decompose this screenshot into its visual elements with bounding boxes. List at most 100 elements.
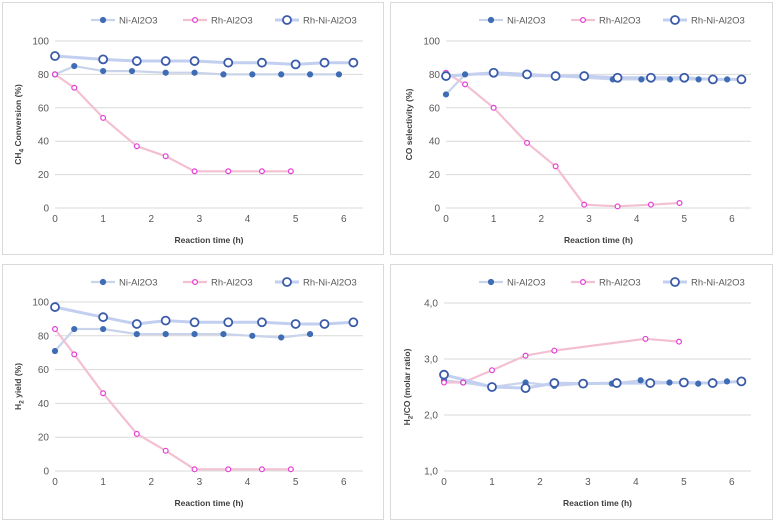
data-point bbox=[51, 326, 58, 333]
y-tick-label: 3,0 bbox=[424, 355, 438, 366]
data-point bbox=[162, 69, 169, 76]
x-tick-label: 2 bbox=[539, 214, 545, 225]
x-tick-label: 4 bbox=[634, 214, 640, 225]
y-tick-label: 2,0 bbox=[424, 411, 438, 422]
data-point bbox=[581, 201, 588, 208]
y-axis-title: CH4 Conversion (%) bbox=[13, 84, 26, 165]
legend-entry: Rh-Ni-Al2O3 bbox=[275, 15, 357, 27]
data-point bbox=[736, 376, 747, 387]
data-point bbox=[133, 430, 140, 437]
legend-label: Rh-Al2O3 bbox=[599, 278, 641, 289]
legend-marker bbox=[99, 16, 107, 24]
y-tick-label: 100 bbox=[423, 37, 440, 48]
data-point bbox=[441, 71, 451, 81]
y-tick-label: 40 bbox=[38, 137, 50, 148]
x-tick-label: 0 bbox=[52, 477, 58, 488]
series-line bbox=[54, 54, 354, 66]
data-point bbox=[131, 319, 142, 329]
x-tick-label: 4 bbox=[245, 477, 251, 488]
data-point bbox=[348, 317, 359, 328]
data-point bbox=[278, 334, 285, 341]
data-point bbox=[257, 317, 267, 328]
data-point bbox=[162, 153, 169, 160]
data-point bbox=[162, 447, 169, 454]
series-line bbox=[54, 328, 291, 471]
x-tick-label: 5 bbox=[681, 477, 687, 488]
data-point bbox=[249, 71, 256, 78]
data-point bbox=[225, 168, 232, 175]
data-point bbox=[488, 67, 499, 78]
data-point bbox=[191, 69, 198, 76]
data-point bbox=[220, 331, 227, 338]
data-point bbox=[258, 466, 265, 473]
data-point bbox=[189, 56, 200, 66]
data-point bbox=[287, 168, 294, 175]
data-point bbox=[645, 378, 656, 388]
legend-label: Rh-Al2O3 bbox=[599, 16, 641, 27]
legend-marker bbox=[580, 279, 587, 286]
y-tick-label: 20 bbox=[38, 170, 50, 181]
data-point bbox=[550, 71, 561, 81]
data-point bbox=[439, 369, 449, 380]
series-line bbox=[54, 305, 354, 326]
legend-label: Rh-Ni-Al2O3 bbox=[691, 16, 745, 27]
x-tick-label: 3 bbox=[585, 477, 591, 488]
legend-label: Rh-Ni-Al2O3 bbox=[303, 16, 357, 27]
data-point bbox=[306, 71, 314, 78]
legend-label: Ni-Al2O3 bbox=[119, 16, 158, 27]
y-tick-label: 80 bbox=[429, 70, 441, 81]
legend-marker bbox=[670, 15, 680, 25]
data-point bbox=[100, 325, 107, 333]
x-tick-label: 5 bbox=[293, 214, 299, 225]
data-point bbox=[128, 67, 136, 75]
y-tick-label: 0 bbox=[43, 204, 49, 215]
data-point bbox=[678, 377, 689, 388]
series-line bbox=[54, 327, 311, 352]
data-point bbox=[287, 466, 294, 473]
data-point bbox=[225, 466, 232, 473]
x-tick-label: 1 bbox=[100, 214, 106, 225]
legend-entry: Rh-Ni-Al2O3 bbox=[663, 277, 745, 289]
data-point bbox=[578, 378, 589, 389]
y-tick-label: 4,0 bbox=[424, 299, 438, 310]
x-tick-label: 6 bbox=[341, 214, 347, 225]
chart-ch4-conversion: Ni-Al2O3 Rh-Al2O3 Rh-Ni-Al2O3 0 20 40 60 80 100 0… bbox=[2, 2, 384, 255]
legend-label: Ni-Al2O3 bbox=[119, 278, 158, 289]
data-point bbox=[487, 382, 497, 392]
x-tick-label: 2 bbox=[148, 477, 154, 488]
y-tick-label: 60 bbox=[38, 103, 50, 114]
data-point bbox=[647, 201, 654, 208]
data-point bbox=[522, 352, 529, 359]
x-tick-label: 4 bbox=[633, 477, 639, 488]
data-point bbox=[549, 378, 560, 388]
legend-entry: Ni-Al2O3 bbox=[91, 278, 158, 289]
data-point bbox=[191, 168, 198, 175]
x-tick-label: 6 bbox=[729, 477, 735, 488]
data-point bbox=[257, 57, 267, 68]
data-point bbox=[638, 76, 645, 83]
y-tick-label: 40 bbox=[429, 137, 441, 148]
data-point bbox=[191, 466, 198, 473]
data-point bbox=[131, 56, 142, 66]
data-point bbox=[520, 383, 531, 394]
data-point bbox=[160, 315, 171, 326]
y-tick-label: 80 bbox=[38, 70, 50, 81]
data-point bbox=[646, 72, 656, 83]
x-tick-label: 5 bbox=[682, 214, 688, 225]
x-axis-title: Reaction time (h) bbox=[175, 235, 244, 245]
legend-marker bbox=[670, 277, 680, 287]
data-point bbox=[290, 59, 301, 70]
x-axis-title: Reaction time (h) bbox=[175, 498, 244, 508]
x-axis-title: Reaction time (h) bbox=[563, 498, 632, 508]
y-tick-label: 1,0 bbox=[424, 467, 438, 478]
chart-h2-co-ratio: Ni-Al2O3 Rh-Al2O3 Rh-Ni-Al2O3 1,0 2,0 3,0 4,0 0… bbox=[390, 264, 773, 520]
y-axis-title: H2/CO (molar ratio) bbox=[402, 348, 415, 425]
data-point bbox=[51, 347, 59, 355]
data-point bbox=[223, 317, 234, 328]
data-point bbox=[637, 377, 644, 384]
legend-entry: Ni-Al2O3 bbox=[91, 16, 158, 27]
data-point bbox=[679, 72, 690, 83]
chart-svg: Ni-Al2O3 Rh-Al2O3 Rh-Ni-Al2O3 0 20 40 60 80 100 0… bbox=[404, 15, 751, 245]
legend-label: Ni-Al2O3 bbox=[507, 16, 546, 27]
y-tick-label: 20 bbox=[38, 433, 50, 444]
